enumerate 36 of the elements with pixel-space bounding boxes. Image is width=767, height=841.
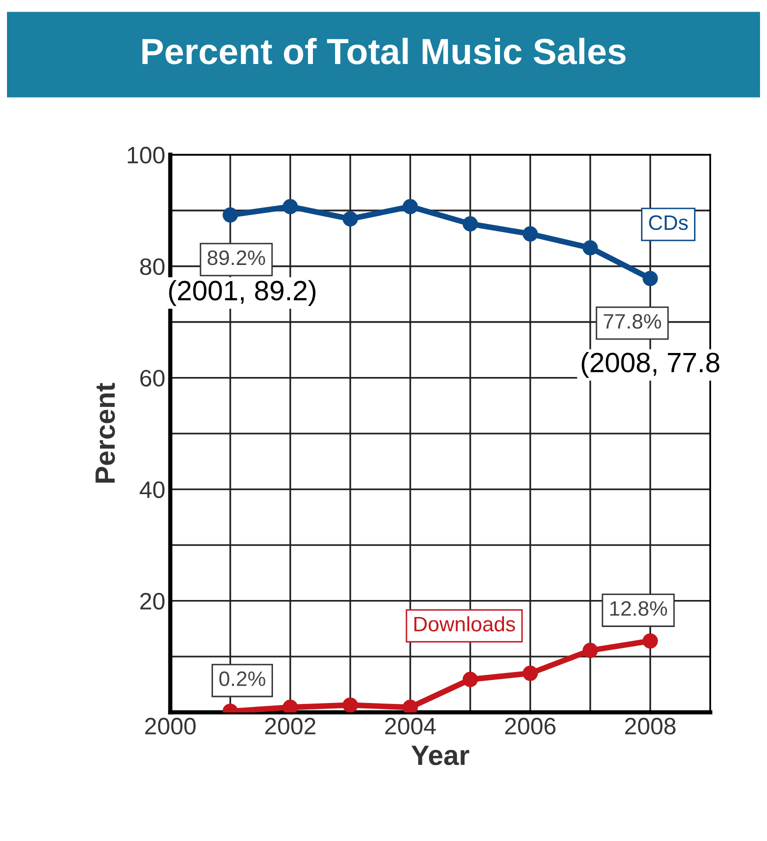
x-tick-label: 2008 [625, 718, 676, 735]
point [402, 700, 418, 712]
data-label: 12.8% [610, 601, 668, 616]
series-label: Downloads [414, 616, 516, 632]
y-tick-label: 20 [140, 592, 164, 610]
point [222, 207, 238, 223]
annotation: (2008, 77.8 [582, 352, 720, 378]
data-label: 0.2% [219, 671, 266, 686]
series-label: CDs [649, 215, 688, 230]
point [282, 198, 298, 214]
y-tick-label: 80 [140, 258, 164, 276]
x-tick-label: 2004 [385, 718, 436, 735]
y-axis-title: Percent [96, 382, 115, 483]
point [642, 633, 658, 649]
point [462, 216, 478, 232]
point [582, 240, 598, 256]
data-label: 77.8% [604, 314, 662, 329]
x-tick-label: 2006 [505, 718, 556, 735]
point [522, 666, 538, 681]
annotation: (2001, 89.2) [169, 280, 316, 306]
x-axis-title: Year [411, 746, 470, 766]
x-tick-label: 2002 [265, 718, 316, 735]
point [342, 211, 358, 227]
point [582, 642, 598, 658]
y-tick-label: 100 [128, 146, 164, 164]
point [462, 672, 478, 688]
y-tick-label: 60 [140, 370, 164, 387]
point [522, 226, 538, 242]
data-label: 89.2% [208, 250, 266, 266]
point [282, 700, 298, 712]
point [342, 697, 358, 712]
x-tick-label: 2000 [145, 718, 196, 735]
chart-title: Percent of Total Music Sales [142, 38, 626, 64]
point [642, 270, 658, 286]
y-tick-label: 40 [140, 481, 164, 498]
point [402, 198, 418, 214]
